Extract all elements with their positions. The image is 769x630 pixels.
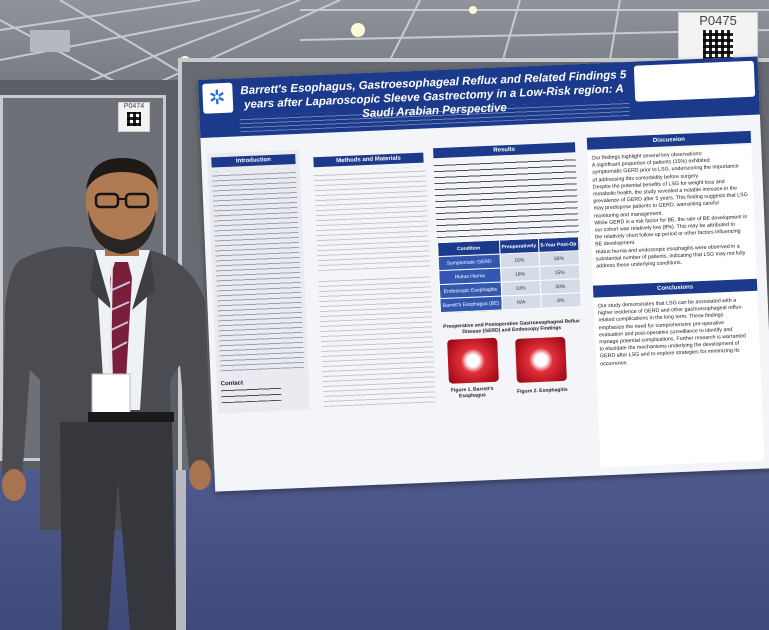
endoscopy-image-barretts — [447, 337, 499, 384]
introduction-text — [211, 167, 305, 372]
hospital-logo — [633, 60, 756, 102]
methods-text-2 — [318, 272, 436, 408]
figure-caption-2: Figure 2. Esophagitis — [516, 386, 568, 395]
section-methods: Methods and Materials — [313, 152, 424, 168]
section-results: Results — [433, 142, 576, 159]
presenter — [2, 158, 212, 630]
board-leg — [176, 470, 186, 630]
endoscopy-image-esophagitis — [515, 336, 567, 383]
figure-title: Preoperative and Postoperative Gastroeso… — [443, 318, 580, 336]
contact-text — [220, 386, 282, 404]
research-poster: Barrett's Esophagus, Gastroesophageal Re… — [198, 56, 769, 492]
qr-code-icon — [127, 112, 141, 126]
results-text — [433, 158, 579, 239]
discussion-text: Our findings highlight several key obser… — [591, 150, 748, 270]
university-logo — [202, 82, 234, 114]
board-number-left: P0474 — [118, 102, 150, 132]
conclusions-text: Our study demonstrates that LSG can be a… — [597, 297, 746, 368]
figure-caption-1: Figure 1. Barrett's Esophagus — [450, 385, 494, 400]
methods-text — [313, 166, 431, 272]
results-table: Condition Preoperatively 5-Year Post-Op … — [437, 236, 582, 313]
qr-code-icon — [703, 30, 733, 60]
